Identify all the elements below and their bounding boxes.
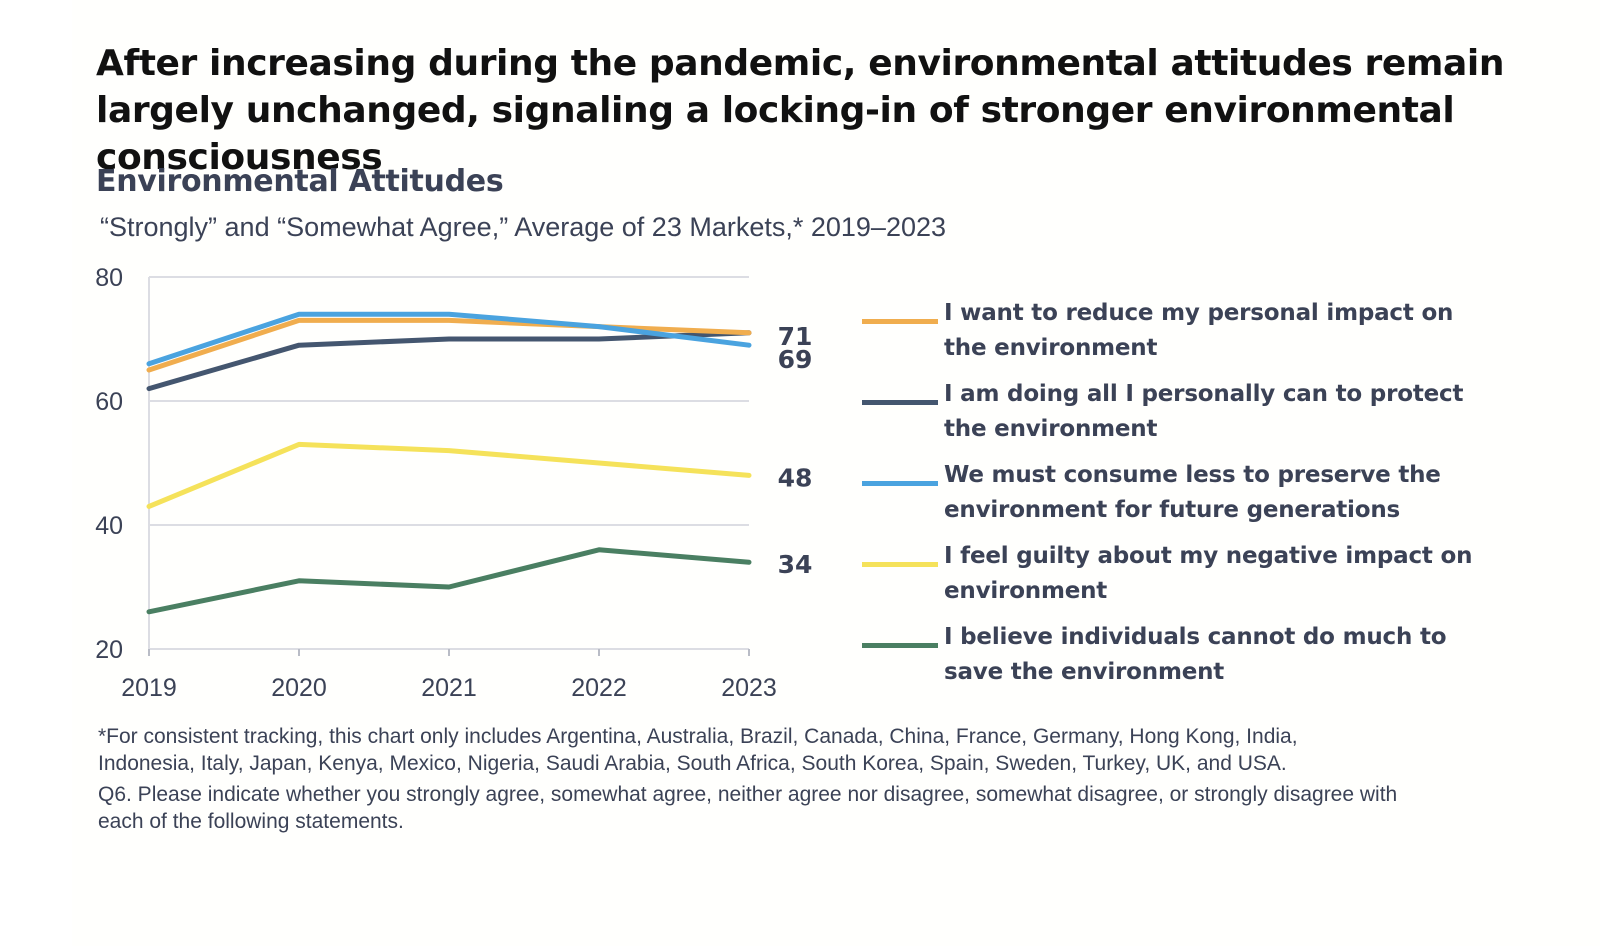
end-value-label: 48: [778, 463, 813, 492]
x-tick-label: 2021: [421, 674, 477, 702]
chart-subtitle: “Strongly” and “Somewhat Agree,” Average…: [100, 212, 947, 242]
chart-card: [72, 0, 1600, 946]
x-tick-label: 2020: [271, 674, 327, 702]
legend-swatch: [862, 319, 938, 324]
series-line: [146, 311, 752, 367]
series-line: [146, 330, 752, 392]
legend-label: I want to reduce my personal impact on t…: [944, 300, 1454, 361]
series-lines: [146, 311, 752, 615]
legend-item: We must consume less to preserve the env…: [862, 458, 1482, 539]
headline: After increasing during the pandemic, en…: [96, 43, 1505, 178]
chart-title: Environmental Attitudes: [96, 164, 504, 199]
legend-item: I am doing all I personally can to prote…: [862, 377, 1482, 458]
x-tick-label: 2022: [571, 674, 627, 702]
legend-label: We must consume less to preserve the env…: [944, 462, 1441, 523]
footnote-question: Q6. Please indicate whether you strongly…: [98, 783, 1398, 833]
x-tick-label: 2023: [721, 674, 777, 702]
x-tick-label: 2019: [121, 674, 177, 702]
y-tick-label: 40: [95, 512, 123, 540]
y-tick-label: 20: [95, 636, 123, 664]
legend-swatch: [862, 562, 938, 567]
legend: I want to reduce my personal impact on t…: [862, 296, 1482, 701]
y-tick-label: 80: [95, 264, 123, 292]
legend-label: I am doing all I personally can to prote…: [944, 381, 1464, 442]
legend-swatch: [862, 481, 938, 486]
end-value-label: 34: [778, 550, 813, 579]
footnote-markets: *For consistent tracking, this chart onl…: [98, 725, 1298, 775]
legend-label: I feel guilty about my negative impact o…: [944, 543, 1473, 604]
y-axis-tick-labels: 20 40 60 80: [95, 264, 123, 664]
legend-item: I feel guilty about my negative impact o…: [862, 539, 1482, 620]
legend-item: I want to reduce my personal impact on t…: [862, 296, 1482, 377]
x-axis-tick-labels: 2019 2020 2021 2022 2023: [121, 674, 777, 702]
y-tick-label: 60: [95, 388, 123, 416]
legend-swatch: [862, 400, 938, 405]
end-value-label: 69: [778, 345, 813, 374]
legend-swatch: [862, 643, 938, 648]
legend-label: I believe individuals cannot do much to …: [944, 624, 1447, 685]
series-line: [146, 317, 752, 373]
legend-item: I believe individuals cannot do much to …: [862, 620, 1482, 701]
series-line: [146, 441, 752, 509]
end-value-label: 71: [778, 322, 813, 351]
series-line: [146, 547, 752, 615]
gridlines: [148, 276, 750, 656]
